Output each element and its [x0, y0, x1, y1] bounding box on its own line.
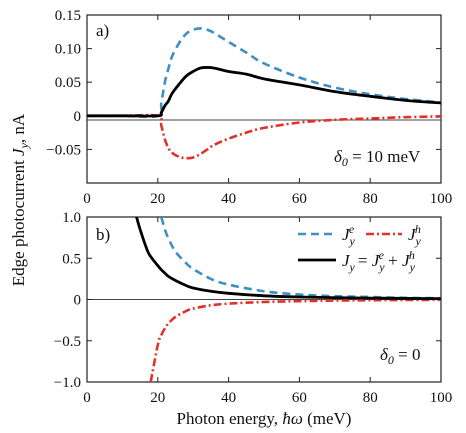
panel-a-xtick-label: 100 [430, 191, 453, 207]
panel-a-series-jy [87, 66, 441, 118]
panel-a-xtick-label: 60 [292, 191, 307, 207]
panel-b-ytick-label: 0.5 [62, 251, 81, 267]
panel-b-ytick-label: −0.5 [54, 334, 81, 350]
panel-b-xtick-label: 0 [83, 390, 91, 406]
panel-a-ytick-label: −0.05 [46, 142, 81, 158]
panel-b-ytick-label: 0 [74, 293, 82, 309]
panel-b-xtick-label: 100 [430, 390, 453, 406]
panel-b-series-jy [135, 217, 441, 300]
panel-a-series-je [87, 27, 441, 119]
legend-je-label: Jye [342, 222, 356, 248]
panel-a: 0 20 40 60 80 100 0.15 0.10 0.05 0 −0.05 a) δ0 = 1… [46, 8, 452, 207]
panel-a-xtick-label: 0 [83, 191, 91, 207]
panel-a-delta-annotation: δ0 = 10 meV [334, 147, 421, 169]
panel-a-frame [86, 14, 442, 184]
panel-a-label: a) [96, 21, 109, 40]
panel-a-xtick-label: 80 [363, 191, 378, 207]
panel-a-ytick-label: 0.05 [55, 75, 81, 91]
panel-a-ytick-label: 0.15 [55, 8, 81, 24]
panel-b-xtick-label: 60 [292, 390, 307, 406]
panel-a-xtick-label: 20 [150, 191, 165, 207]
panel-b-ytick-label: −1.0 [54, 375, 81, 391]
panel-b-label: b) [96, 225, 110, 244]
panel-a-ytick-label: 0 [74, 109, 82, 125]
panel-a-ytick-label: 0.10 [55, 42, 81, 58]
panel-a-series-jh [87, 113, 441, 160]
legend: Jye Jyh Jy = Jye + Jyh [298, 222, 422, 274]
panel-a-xtick-label: 40 [221, 191, 236, 207]
panel-b-xtick-label: 80 [363, 390, 378, 406]
panel-b: 0 20 40 60 80 100 1.0 0.5 0 −0.5 −1.0 b) δ0 = 0 Jy… [54, 210, 452, 406]
panel-b-delta-annotation: δ0 = 0 [380, 345, 421, 367]
legend-jh-label: Jyh [408, 222, 422, 248]
panel-b-xtick-label: 40 [221, 390, 236, 406]
panel-b-xtick-label: 20 [150, 390, 165, 406]
panel-b-series-jh [149, 298, 441, 382]
y-axis-label: Edge photocurrent Jy, nA [9, 113, 31, 286]
legend-jy-label: Jy = Jye + Jyh [342, 248, 416, 274]
panel-b-ytick-label: 1.0 [62, 210, 81, 226]
x-axis-label: Photon energy, ħω (meV) [177, 409, 352, 428]
